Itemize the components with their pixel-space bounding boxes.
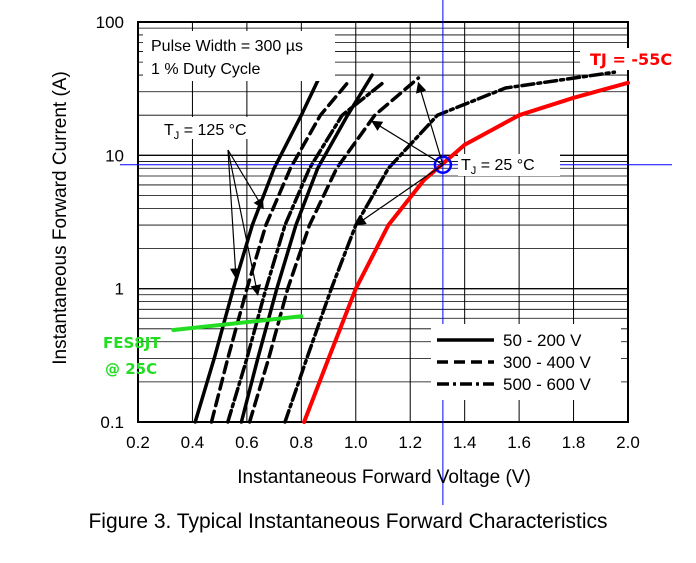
arrow-tj25 <box>354 164 444 226</box>
duty-cycle-label: 1 % Duty Cycle <box>151 61 260 78</box>
arrow-tj125 <box>227 149 241 280</box>
x-tick-label: 1.8 <box>562 433 586 452</box>
x-tick-label: 1.6 <box>507 433 531 452</box>
operating-point-marker <box>433 155 453 174</box>
fes8jt-label: FES8JT <box>103 334 161 352</box>
x-tick-label: 1.0 <box>344 433 368 452</box>
series-line-8 <box>171 314 304 332</box>
annotations <box>120 0 672 505</box>
y-tick-label: 10 <box>105 146 124 165</box>
tj25-label: TJ = 25 °C <box>461 157 535 177</box>
x-tick-label: 2.0 <box>616 433 640 452</box>
plot-frame <box>137 21 629 423</box>
arrow-tj125 <box>227 149 264 210</box>
x-tick-label: 1.4 <box>453 433 477 452</box>
x-tick-label: 0.6 <box>235 433 259 452</box>
tj-minus55-label: TJ = -55C <box>590 50 672 69</box>
tj25-label-bg <box>458 154 560 176</box>
y-axis-title: Instantaneous Forward Current (A) <box>50 71 71 365</box>
series-line-2 <box>239 73 374 424</box>
x-axis-title: Instantaneous Forward Voltage (V) <box>237 467 531 488</box>
figure-caption: Figure 3. Typical Instantaneous Forward … <box>88 510 608 533</box>
series-line-6 <box>283 70 617 424</box>
red-label-bg <box>580 48 678 70</box>
y-tick-label: 1 <box>115 280 124 299</box>
forward-characteristics-chart: 0.2 0.4 0.6 0.8 1.0 1.2 1.4 1.6 1.8 2.00.1110100 … <box>50 0 678 505</box>
series-line-1 <box>193 73 323 424</box>
pulse-width-label: Pulse Width = 300 µs <box>151 38 303 55</box>
legend-label-dashed: 300 - 400 V <box>503 353 592 372</box>
legend: 50 - 200 V 300 - 400 V 500 - 600 V <box>431 324 621 400</box>
arrow-tj25 <box>415 81 444 165</box>
tj125-label-bg <box>160 117 272 139</box>
x-tick-label: 1.2 <box>398 433 422 452</box>
x-tick-label: 0.8 <box>290 433 314 452</box>
x-tick-label: 0.2 <box>126 433 150 452</box>
series-group <box>171 70 630 424</box>
tj125-label: TJ = 125 °C <box>164 122 247 142</box>
legend-label-dashdot: 500 - 600 V <box>503 375 592 394</box>
conditions-box <box>143 31 335 81</box>
series-line-5 <box>226 81 385 424</box>
arrow-tj125 <box>227 149 262 296</box>
axes: 0.2 0.4 0.6 0.8 1.0 1.2 1.4 1.6 1.8 2.0 0.1 1 10 100 <box>96 13 640 452</box>
y-tick-label: 0.1 <box>100 413 124 432</box>
series-line-7 <box>302 80 630 424</box>
arrow-tj25 <box>371 120 444 166</box>
series-line-3 <box>209 81 350 424</box>
fes8jt-temp-label: @ 25C <box>105 360 157 378</box>
x-tick-label: 0.4 <box>181 433 205 452</box>
series-line-4 <box>247 76 421 424</box>
legend-label-solid: 50 - 200 V <box>503 331 582 350</box>
y-tick-label: 100 <box>96 13 124 32</box>
